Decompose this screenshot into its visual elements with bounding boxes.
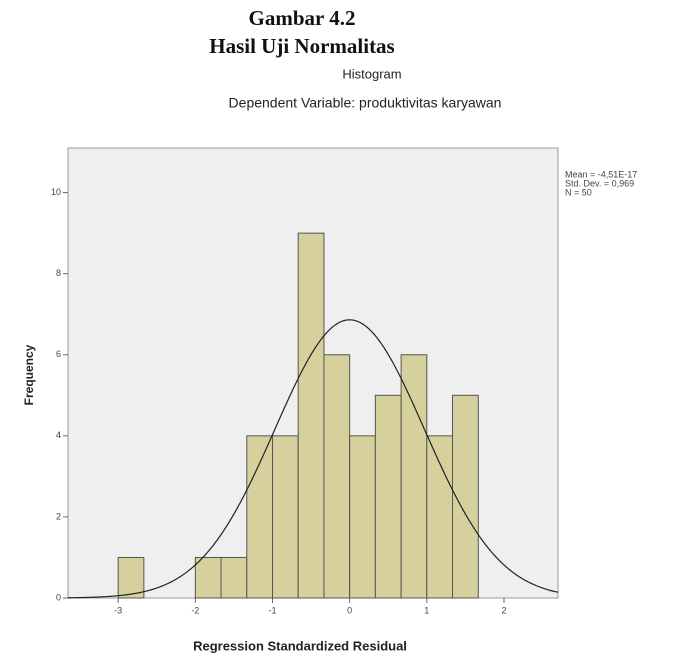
x-tick-label: -1 (268, 605, 276, 615)
chart-title: Histogram (342, 66, 401, 81)
bar (297, 232, 325, 599)
y-tick-label: 0 (56, 592, 61, 602)
y-axis-label: Frequency (22, 344, 36, 405)
bar (452, 394, 479, 599)
bar (194, 556, 222, 599)
y-tick-label: 10 (51, 187, 61, 197)
x-tick-label: -2 (191, 605, 199, 615)
bar (220, 556, 248, 599)
figure-caption: Hasil Uji Normalitas (209, 34, 394, 58)
y-tick-label: 2 (56, 511, 61, 521)
normal-curve (67, 319, 559, 599)
bar (246, 435, 273, 599)
x-tick-label: 2 (501, 605, 506, 615)
figure-number: Gambar 4.2 (249, 6, 356, 30)
y-tick-label: 4 (56, 430, 61, 440)
x-tick-label: 0 (347, 605, 352, 615)
chart-subtitle: Dependent Variable: produktivitas karyaw… (229, 95, 502, 111)
y-tick-label: 8 (56, 268, 61, 278)
bar (323, 354, 351, 599)
x-tick-label: -3 (114, 605, 122, 615)
stat-label: N = 50 (565, 187, 592, 197)
x-tick-label: 1 (424, 605, 429, 615)
bar (426, 435, 454, 599)
stat-label: Mean = -4,51E-17 (565, 169, 637, 179)
y-tick-label: 6 (56, 349, 61, 359)
bar (271, 435, 299, 599)
bar (117, 556, 145, 599)
x-axis-label: Regression Standardized Residual (193, 638, 407, 653)
stat-label: Std. Dev. = 0,969 (565, 178, 634, 188)
bar (400, 354, 428, 599)
bar (349, 435, 376, 599)
bar (374, 394, 402, 599)
